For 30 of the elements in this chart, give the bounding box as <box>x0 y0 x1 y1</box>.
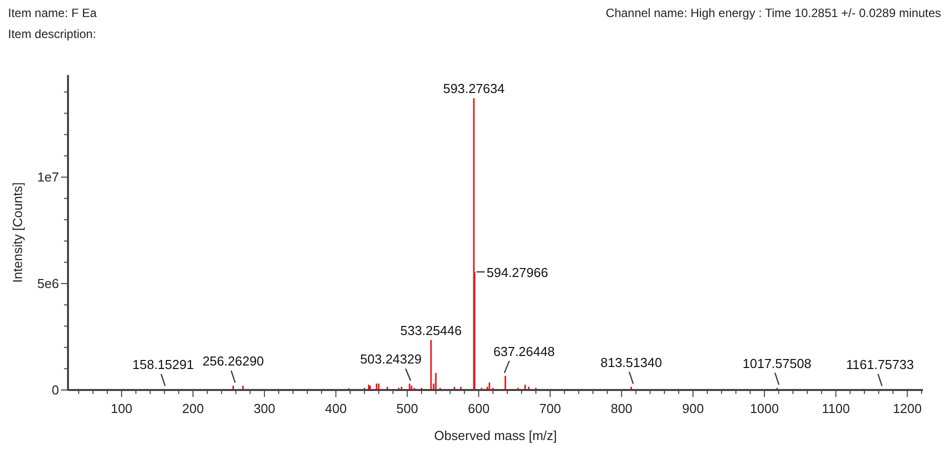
annotation: 813.51340 <box>600 354 662 370</box>
x-tick-label: 300 <box>254 401 276 416</box>
annotation: 1017.57508 <box>742 356 812 371</box>
y-tick-label: 1e7 <box>37 170 59 185</box>
x-tick-label: 1000 <box>750 401 779 416</box>
x-tick-label: 900 <box>682 401 704 416</box>
y-tick-label: 0 <box>52 382 59 398</box>
annotation: 158.15291 <box>132 356 194 372</box>
annotation: 256.26290 <box>202 354 264 369</box>
chart-subtitle: Item description: <box>8 27 96 41</box>
annotation: 503.24329 <box>360 352 422 367</box>
x-tick-label: 500 <box>396 401 418 416</box>
y-tick-label: 5e6 <box>37 276 59 292</box>
y-axis-title: Intensity [Counts] <box>10 182 25 283</box>
annotation: 593.27634 <box>443 81 505 96</box>
x-tick-label: 1100 <box>822 401 850 416</box>
chart-title: Item name: F Ea <box>8 6 98 20</box>
x-tick-label: 1200 <box>892 401 922 416</box>
x-tick-label: 200 <box>182 401 204 416</box>
x-tick-label: 800 <box>610 401 632 416</box>
x-tick-label: 400 <box>325 401 347 416</box>
annotation: 594.27966 <box>486 264 548 280</box>
x-tick-label: 700 <box>539 401 561 416</box>
x-tick-label: 100 <box>110 401 132 416</box>
x-axis-title: Observed mass [m/z] <box>434 428 557 443</box>
x-tick-label: 600 <box>468 401 490 416</box>
text: Channel name: High energy : Time 10.2851 +/- 0.0289 minutes <box>606 6 941 20</box>
annotation: 637.26448 <box>493 344 555 359</box>
annotation: 1161.75733 <box>846 356 914 372</box>
annotation: 533.25446 <box>400 322 462 338</box>
